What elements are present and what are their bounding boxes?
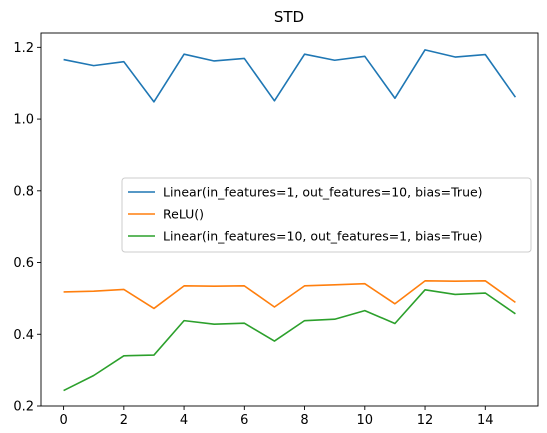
x-tick-label: 4 (180, 413, 188, 428)
x-tick-label: 14 (477, 413, 494, 428)
y-tick-label: 1.2 (13, 41, 34, 56)
legend-label-3: Linear(in_features=10, out_features=1, b… (163, 229, 483, 244)
y-tick-label: 0.2 (13, 400, 34, 415)
x-tick-label: 12 (417, 413, 434, 428)
x-tick-label: 6 (240, 413, 248, 428)
x-tick-label: 10 (357, 413, 374, 428)
y-tick-label: 0.4 (13, 328, 34, 343)
legend-label-2: ReLU() (163, 207, 204, 222)
chart-title: STD (274, 8, 304, 26)
y-tick-label: 0.6 (13, 256, 34, 271)
y-tick-label: 1.0 (13, 113, 34, 128)
y-tick-label: 0.8 (13, 184, 34, 199)
legend-label-1: Linear(in_features=1, out_features=10, b… (163, 185, 483, 200)
legend: Linear(in_features=1, out_features=10, b… (122, 178, 531, 252)
x-tick-label: 8 (300, 413, 308, 428)
x-tick-label: 0 (59, 413, 67, 428)
x-tick-label: 2 (120, 413, 128, 428)
